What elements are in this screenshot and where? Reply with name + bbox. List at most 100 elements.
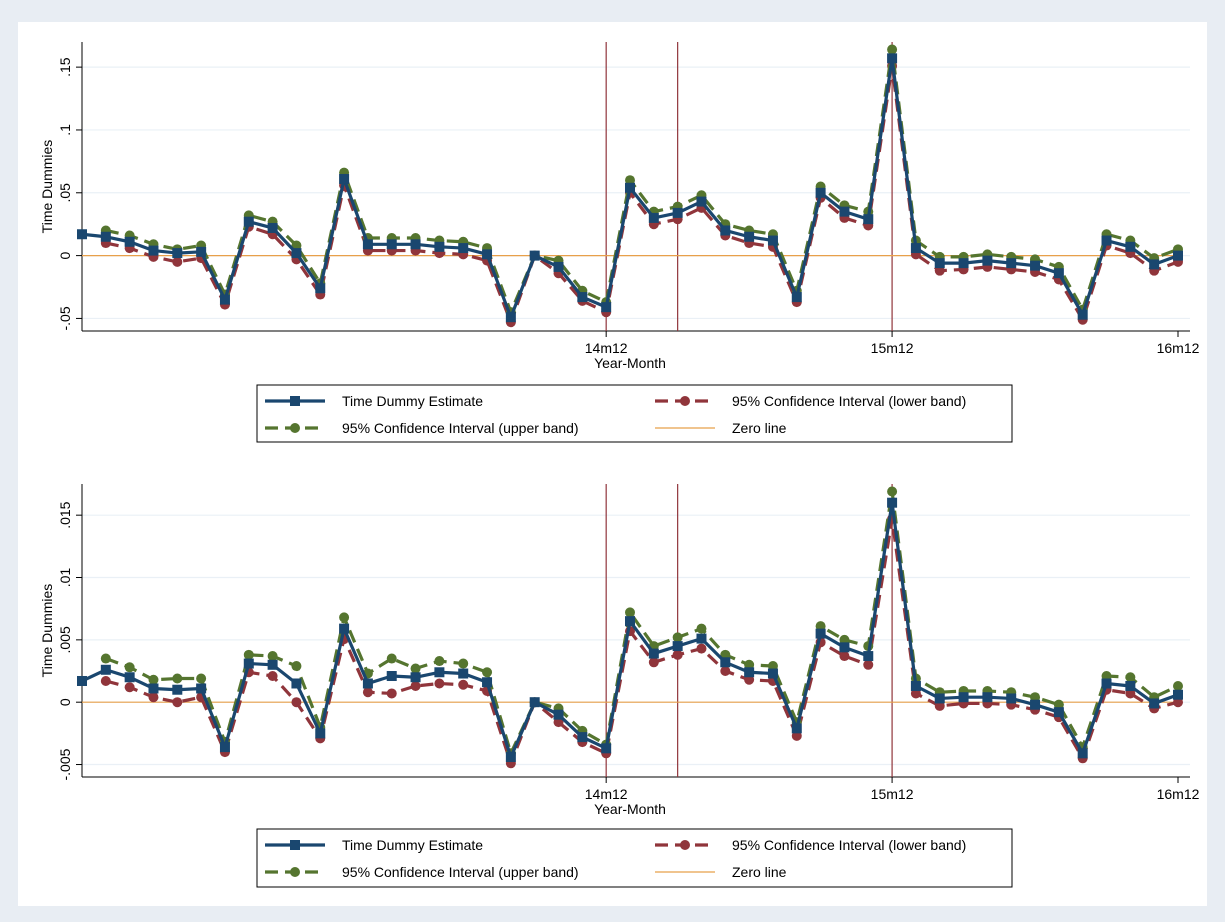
data-point-upper: [434, 656, 445, 667]
data-point-lower: [362, 687, 373, 698]
data-point-estimate: [863, 651, 874, 662]
legend-label: Time Dummy Estimate: [342, 393, 483, 409]
data-point-estimate: [815, 187, 826, 198]
data-point-upper: [267, 651, 278, 662]
data-point-upper: [410, 663, 421, 674]
x-tick-label: 14m12: [585, 340, 628, 356]
data-point-estimate: [625, 616, 635, 627]
data-point-estimate: [982, 255, 993, 266]
data-point-estimate: [291, 678, 302, 689]
data-point-estimate: [553, 261, 564, 272]
data-point-estimate: [625, 182, 635, 193]
data-point-upper: [696, 623, 707, 634]
data-point-lower: [100, 675, 111, 686]
series-estimate: [77, 53, 1183, 323]
data-point-estimate: [767, 235, 778, 246]
data-point-upper: [887, 44, 898, 55]
data-point-estimate: [839, 642, 850, 653]
data-point-estimate: [315, 728, 326, 739]
legend-marker-lower: [680, 396, 690, 406]
data-point-estimate: [386, 671, 397, 682]
data-point-estimate: [219, 742, 230, 753]
data-point-lower: [386, 688, 397, 699]
data-point-estimate: [601, 743, 612, 754]
data-point-estimate: [744, 667, 755, 678]
data-point-estimate: [577, 732, 588, 743]
legend-marker-estimate: [290, 396, 300, 406]
data-point-lower: [696, 643, 707, 654]
data-point-estimate: [1053, 707, 1064, 718]
legend-label: 95% Confidence Interval (lower band): [732, 837, 966, 853]
data-point-estimate: [267, 659, 278, 670]
data-point-estimate: [767, 668, 778, 679]
data-point-lower: [863, 659, 874, 670]
data-point-estimate: [1077, 309, 1088, 320]
data-point-estimate: [744, 231, 755, 242]
legend: Time Dummy Estimate 95% Confidence Interv…: [256, 384, 1013, 443]
data-point-lower: [648, 657, 659, 668]
legend-box: [256, 828, 1013, 888]
data-point-estimate: [505, 312, 516, 323]
figure-panel: [18, 22, 1207, 906]
data-point-estimate: [1125, 241, 1136, 252]
data-point-estimate: [720, 225, 731, 236]
y-tick-label: .005: [57, 626, 73, 653]
data-point-estimate: [1101, 235, 1112, 246]
data-point-estimate: [196, 246, 207, 257]
legend-marker-upper: [290, 867, 300, 877]
y-tick-label: .01: [57, 568, 73, 588]
data-point-estimate: [148, 245, 159, 256]
data-point-estimate: [339, 623, 350, 634]
data-point-estimate: [482, 677, 493, 688]
y-tick-label: -.005: [57, 748, 73, 780]
data-point-upper: [482, 667, 493, 678]
data-point-estimate: [1077, 748, 1088, 759]
legend-label: Zero line: [732, 420, 787, 436]
data-point-lower: [839, 651, 850, 662]
data-point-lower: [124, 682, 135, 693]
data-point-estimate: [1125, 680, 1136, 691]
y-tick-label: 0: [57, 252, 73, 260]
data-point-upper: [291, 240, 302, 251]
series-estimate: [77, 497, 1183, 763]
data-point-estimate: [1030, 699, 1041, 710]
data-point-lower: [172, 256, 183, 267]
data-point-estimate: [910, 680, 921, 691]
y-tick-label: .15: [57, 57, 73, 77]
data-point-estimate: [124, 236, 135, 247]
x-tick-label: 14m12: [585, 786, 628, 802]
data-point-estimate: [648, 648, 659, 659]
data-point-estimate: [315, 283, 326, 294]
data-point-estimate: [482, 249, 493, 260]
data-point-estimate: [410, 672, 421, 683]
legend-marker-upper: [290, 423, 300, 433]
data-point-estimate: [219, 294, 230, 305]
data-point-estimate: [1101, 678, 1112, 689]
data-point-upper: [1173, 680, 1183, 691]
legend-label: 95% Confidence Interval (upper band): [342, 864, 579, 880]
data-point-estimate: [887, 497, 898, 508]
data-point-estimate: [672, 207, 683, 218]
y-tick-label: .05: [57, 183, 73, 203]
series-line-lower: [105, 64, 1179, 324]
data-point-estimate: [243, 216, 254, 227]
chart-1: -.05 0 .05 .1 .15 14m12 15m12 16m12 Year-Month Ti…: [39, 42, 1200, 443]
data-point-estimate: [1053, 268, 1064, 279]
y-tick-label: -.05: [57, 306, 73, 330]
data-point-lower: [410, 680, 421, 691]
data-point-estimate: [696, 196, 707, 207]
data-point-estimate: [291, 248, 302, 259]
data-point-estimate: [100, 664, 111, 675]
data-point-estimate: [77, 675, 87, 686]
data-point-estimate: [1030, 260, 1041, 271]
data-point-upper: [1125, 672, 1136, 683]
data-point-lower: [720, 666, 731, 677]
data-point-estimate: [1173, 689, 1183, 700]
legend-marker-estimate: [290, 840, 300, 850]
data-point-upper: [124, 662, 135, 673]
data-point-estimate: [172, 248, 183, 259]
data-point-lower: [267, 671, 278, 682]
data-point-estimate: [934, 258, 945, 269]
x-axis-title: Year-Month: [594, 801, 666, 817]
